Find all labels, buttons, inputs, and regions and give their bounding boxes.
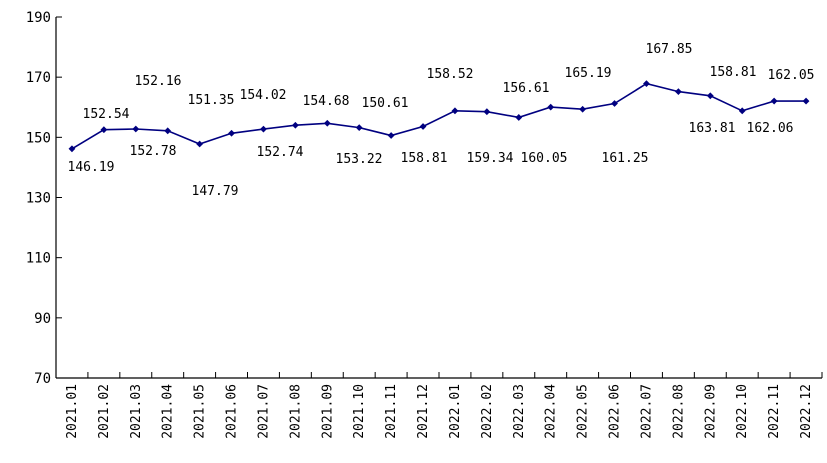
data-label: 159.34 (467, 151, 514, 166)
data-label: 146.19 (68, 160, 115, 175)
y-tick-label: 150 (26, 130, 51, 146)
data-point (355, 124, 363, 132)
x-axis: 2021.01 2021.02 2021.03 2021.04 2021.05 2021.… (55, 372, 823, 439)
data-label: 152.74 (257, 145, 304, 160)
data-point (291, 121, 299, 129)
x-tick-label: 2021.09 (320, 384, 335, 439)
data-label: 152.54 (83, 107, 130, 122)
data-label: 158.81 (710, 65, 757, 80)
x-tick-label: 2021.02 (97, 384, 112, 439)
data-label: 167.85 (646, 42, 693, 57)
x-tick-label: 2021.01 (65, 384, 80, 439)
x-tick-label: 2021.05 (193, 384, 208, 439)
data-point (323, 119, 331, 127)
data-point (674, 88, 682, 96)
x-tick-label: 2022.05 (576, 384, 591, 439)
x-tick-label: 2022.12 (799, 384, 814, 439)
data-point (419, 123, 427, 130)
y-tick-label: 90 (34, 311, 51, 327)
data-label: 152.78 (130, 144, 177, 159)
y-tick-label: 130 (26, 191, 51, 207)
data-point (643, 80, 650, 88)
data-point (770, 97, 778, 105)
data-point (100, 126, 108, 134)
data-label: 147.79 (192, 184, 239, 199)
data-label: 150.61 (362, 96, 409, 111)
x-tick-label: 2022.03 (512, 384, 527, 439)
x-tick-label: 2022.11 (767, 384, 782, 439)
data-point (164, 127, 172, 135)
data-point (451, 107, 459, 115)
x-tick-label: 2022.06 (608, 384, 623, 439)
data-point (738, 107, 746, 115)
data-label: 158.52 (427, 67, 474, 82)
data-label: 154.68 (303, 94, 350, 109)
data-label: 165.19 (565, 66, 612, 81)
data-point (260, 125, 267, 133)
data-labels-group: 146.19 152.54 152.78 152.16 147.79 151.35 152.… (68, 42, 815, 199)
y-tick-label: 70 (34, 371, 51, 387)
x-tick-label: 2022.04 (544, 384, 559, 439)
y-tick-label: 170 (26, 70, 51, 86)
y-tick-label: 110 (26, 251, 51, 267)
x-tick-label: 2022.09 (703, 384, 718, 439)
series-line (71, 82, 806, 150)
x-tick-label: 2022.02 (480, 384, 495, 439)
data-point (706, 92, 714, 100)
x-tick-label: 2022.10 (735, 384, 750, 439)
data-label: 156.61 (503, 81, 550, 96)
data-point (802, 97, 810, 105)
data-point (228, 129, 235, 137)
data-label: 154.02 (240, 88, 287, 103)
data-label: 162.06 (747, 121, 794, 136)
x-tick-label: 2021.10 (352, 384, 367, 439)
x-tick-label: 2021.12 (416, 384, 431, 439)
data-point (579, 105, 587, 113)
x-tick-label: 2021.08 (288, 384, 303, 439)
data-label: 162.05 (768, 68, 815, 83)
data-point (387, 132, 395, 139)
x-tick-label: 2021.07 (256, 384, 271, 439)
series-line-group (68, 80, 810, 153)
y-axis: 70 90 110 130 150 170 190 (26, 10, 62, 387)
data-point (196, 140, 204, 148)
data-label: 151.35 (188, 93, 235, 108)
x-tick-label: 2022.08 (671, 384, 686, 439)
data-label: 158.81 (401, 151, 448, 166)
x-tick-label: 2021.03 (129, 384, 144, 439)
data-label: 161.25 (602, 151, 649, 166)
x-tick-label: 2021.11 (384, 384, 399, 439)
y-tick-label: 190 (26, 10, 51, 26)
data-point (68, 145, 76, 153)
data-label: 160.05 (521, 151, 568, 166)
x-tick-label: 2021.06 (225, 384, 240, 439)
x-tick-label: 2022.01 (448, 384, 463, 439)
data-point (132, 125, 140, 133)
data-label: 152.16 (135, 74, 182, 89)
data-point (483, 108, 491, 116)
x-tick-label: 2022.07 (639, 384, 654, 439)
data-label: 153.22 (336, 152, 383, 167)
data-point (611, 100, 618, 107)
x-tick-label: 2021.04 (161, 384, 176, 439)
data-point (515, 114, 523, 121)
data-point (547, 103, 555, 111)
data-label: 163.81 (689, 121, 736, 136)
